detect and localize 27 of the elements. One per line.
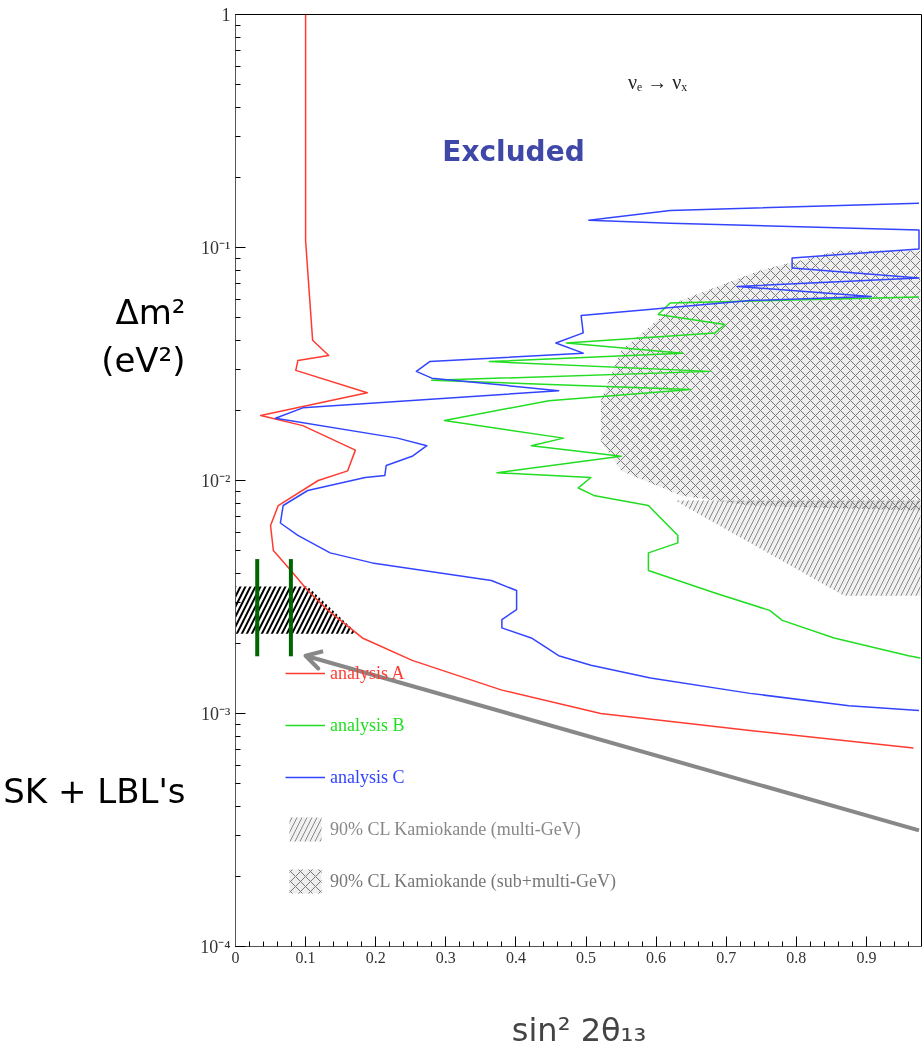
y-tick-label: 10⁻² [201,470,231,491]
x-axis-title: sin² 2θ₁₃ [511,1010,647,1049]
annotation: Excluded [442,134,585,168]
y-tick-label: 10⁻¹ [201,237,231,258]
y-tick-label: 10⁻³ [201,703,232,724]
x-tick-label: 0.1 [295,948,316,966]
x-tick-label: 0.6 [646,948,667,966]
x-tick-label: 0.3 [435,948,456,966]
x-tick-label: 0 [231,948,240,966]
line-series [274,202,920,712]
annotation: νₑ → νₓ [628,71,688,94]
x-tick-label: 0.7 [716,948,737,966]
x-tick-label: 0.9 [856,948,877,966]
x-tick-label: 0.5 [576,948,597,966]
line-series [259,14,915,749]
y-axis-title: Δm² (eV²) [101,291,186,380]
x-tick-label: 0.2 [365,948,386,966]
text: SK + LBL's [3,770,186,811]
y-tick-label: 1 [221,4,231,25]
line-series [431,296,922,659]
legend-label: 90% CL Kamiokande (sub+multi-GeV) [330,870,616,892]
y-tick-label: 10⁻⁴ [200,936,231,957]
x-tick-label: 0.4 [505,948,526,966]
legend-label: analysis C [330,766,405,788]
legend-label: 90% CL Kamiokande (multi-GeV) [330,818,581,840]
legend-label: analysis B [330,714,405,736]
x-tick-label: 0.8 [786,948,807,966]
